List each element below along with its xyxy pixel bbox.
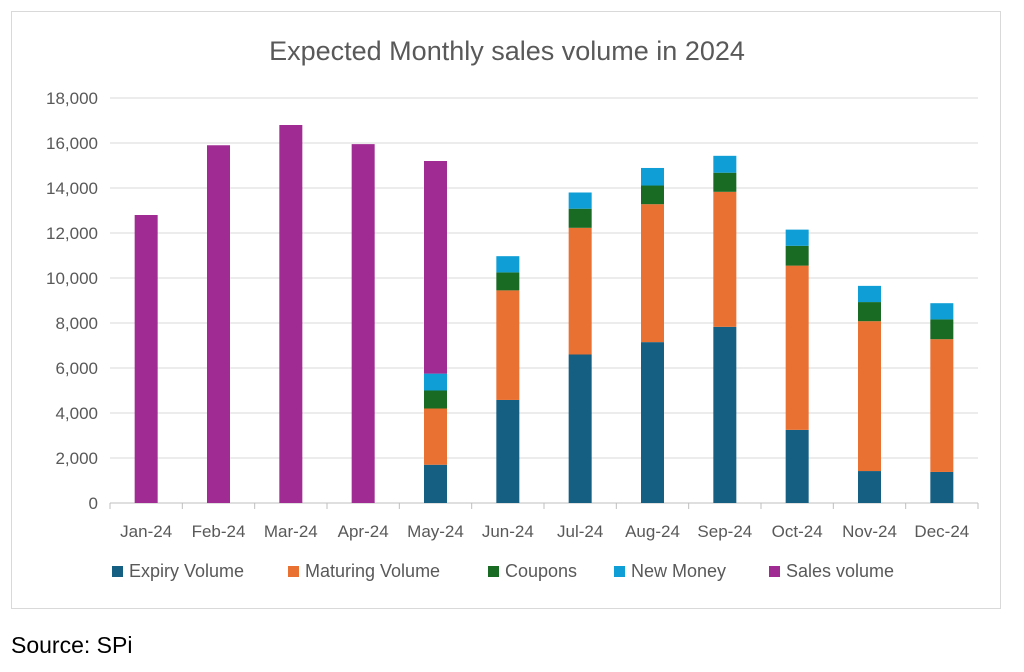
x-tick-label: Oct-24 <box>772 522 823 541</box>
x-tick-label: Jan-24 <box>120 522 172 541</box>
bar-new-money-jul-24 <box>568 192 592 209</box>
bar-expiry-volume-nov-24 <box>858 471 881 503</box>
bar-sales-volume-feb-24 <box>207 145 230 503</box>
bar-layer <box>134 125 954 503</box>
legend: Expiry Volume Maturing Volume Coupons New M… <box>112 561 894 581</box>
bar-coupons-may-24 <box>424 390 447 409</box>
legend-swatch-expiry-volume <box>112 566 123 577</box>
source-note: Source: SPi <box>11 632 133 658</box>
bar-new-money-oct-24 <box>785 229 809 246</box>
x-tick-label: Aug-24 <box>625 522 680 541</box>
bar-maturing-volume-jul-24 <box>568 227 592 355</box>
x-tick-label: Mar-24 <box>264 522 318 541</box>
bar-coupons-sep-24 <box>713 172 737 192</box>
y-tick-label: 16,000 <box>46 134 98 153</box>
bar-expiry-volume-sep-24 <box>713 326 737 503</box>
x-axis-ticks: Jan-24 Feb-24 Mar-24 Apr-24 May-24 Jun-24 Jul-… <box>109 503 979 541</box>
y-tick-label: 2,000 <box>55 449 98 468</box>
bar-coupons-jun-24 <box>496 272 520 291</box>
bar-expiry-volume-oct-24 <box>785 429 809 503</box>
bar-new-money-may-24 <box>424 373 447 391</box>
y-axis-ticks: 0 2,000 4,000 6,000 8,000 10,000 12,000 14,000 1… <box>46 89 98 513</box>
y-tick-label: 14,000 <box>46 179 98 198</box>
x-tick-label: Apr-24 <box>338 522 389 541</box>
chart-frame: Expected Monthly sales volume in 2024 0 2… <box>11 11 1001 609</box>
bar-maturing-volume-aug-24 <box>641 204 664 343</box>
bar-expiry-volume-aug-24 <box>641 342 664 503</box>
bar-new-money-dec-24 <box>930 303 954 320</box>
bar-expiry-volume-may-24 <box>424 464 447 503</box>
y-tick-label: 6,000 <box>55 359 98 378</box>
bar-sales-volume-apr-24 <box>351 144 375 503</box>
y-tick-label: 12,000 <box>46 224 98 243</box>
y-tick-label: 8,000 <box>55 314 98 333</box>
bar-coupons-oct-24 <box>785 245 809 266</box>
y-tick-label: 4,000 <box>55 404 98 423</box>
bar-sales-volume-mar-24 <box>279 125 303 503</box>
bar-maturing-volume-sep-24 <box>713 191 737 327</box>
legend-label-coupons: Coupons <box>505 561 577 581</box>
legend-swatch-maturing-volume <box>288 566 299 577</box>
bar-new-money-sep-24 <box>713 155 737 173</box>
bar-expiry-volume-dec-24 <box>930 471 954 503</box>
chart-title: Expected Monthly sales volume in 2024 <box>269 36 745 66</box>
legend-label-sales-volume: Sales volume <box>786 561 894 581</box>
legend-label-maturing-volume: Maturing Volume <box>305 561 440 581</box>
y-tick-label: 18,000 <box>46 89 98 108</box>
bar-coupons-jul-24 <box>568 208 592 228</box>
x-tick-label: Dec-24 <box>914 522 969 541</box>
y-tick-label: 10,000 <box>46 269 98 288</box>
bar-maturing-volume-may-24 <box>424 408 447 465</box>
bar-sales-volume-jan-24 <box>134 215 158 503</box>
x-tick-label: Jun-24 <box>482 522 534 541</box>
bar-expiry-volume-jun-24 <box>496 399 520 503</box>
x-tick-label: May-24 <box>407 522 464 541</box>
bar-coupons-aug-24 <box>641 185 664 205</box>
bar-sales-volume-may-24 <box>424 161 447 374</box>
bar-coupons-nov-24 <box>858 302 881 322</box>
bar-new-money-jun-24 <box>496 256 520 273</box>
legend-label-new-money: New Money <box>631 561 726 581</box>
x-tick-label: Jul-24 <box>557 522 603 541</box>
bar-new-money-nov-24 <box>858 285 881 303</box>
grid-layer <box>110 97 978 504</box>
bar-maturing-volume-jun-24 <box>496 290 520 400</box>
legend-swatch-coupons <box>488 566 499 577</box>
bar-maturing-volume-oct-24 <box>785 265 809 430</box>
x-tick-label: Feb-24 <box>192 522 246 541</box>
x-tick-label: Nov-24 <box>842 522 897 541</box>
chart-svg: Expected Monthly sales volume in 2024 0 2… <box>46 36 979 581</box>
bar-expiry-volume-jul-24 <box>568 354 592 503</box>
legend-label-expiry-volume: Expiry Volume <box>129 561 244 581</box>
bar-maturing-volume-dec-24 <box>930 339 954 472</box>
x-tick-label: Sep-24 <box>697 522 752 541</box>
bar-new-money-aug-24 <box>641 167 664 186</box>
bar-coupons-dec-24 <box>930 319 954 340</box>
bar-maturing-volume-nov-24 <box>858 321 881 472</box>
legend-swatch-sales-volume <box>769 566 780 577</box>
legend-swatch-new-money <box>614 566 625 577</box>
y-tick-label: 0 <box>89 494 98 513</box>
